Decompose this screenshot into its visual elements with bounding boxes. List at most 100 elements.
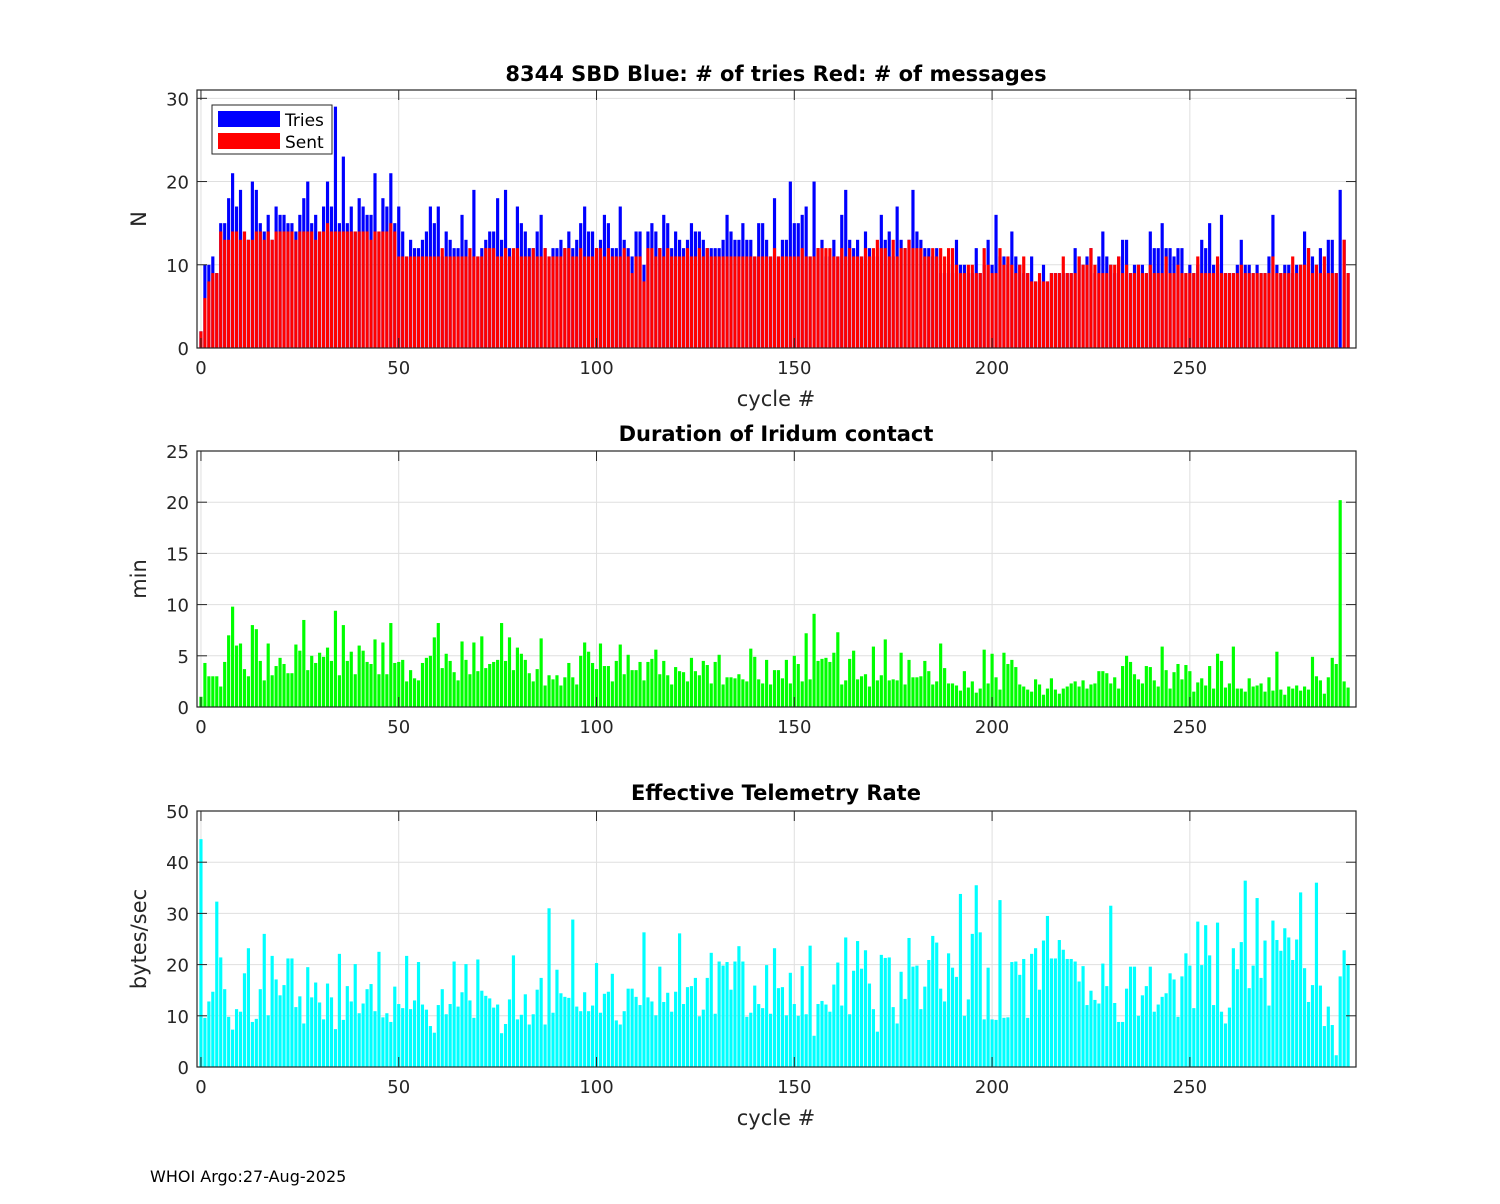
bar-duration-cycle-117 bbox=[662, 660, 666, 707]
bar-sent-cycle-40 bbox=[357, 231, 361, 348]
bar-rate-cycle-22 bbox=[286, 958, 290, 1067]
bar-sent-cycle-166 bbox=[856, 256, 860, 348]
bar-rate-cycle-142 bbox=[761, 1008, 765, 1067]
bar-rate-cycle-89 bbox=[551, 1012, 555, 1067]
bar-rate-cycle-1 bbox=[203, 1017, 207, 1067]
bar-duration-cycle-4 bbox=[215, 676, 219, 707]
bar-sent-cycle-182 bbox=[919, 248, 923, 348]
bar-sent-cycle-126 bbox=[697, 248, 701, 348]
bar-duration-cycle-70 bbox=[476, 671, 480, 707]
bar-rate-cycle-188 bbox=[943, 1001, 947, 1067]
bar-rate-cycle-203 bbox=[1002, 1017, 1006, 1067]
bar-rate-cycle-124 bbox=[689, 986, 694, 1067]
bar-rate-cycle-254 bbox=[1204, 925, 1208, 1067]
bar-sent-cycle-205 bbox=[1010, 264, 1014, 348]
bar-sent-cycle-163 bbox=[844, 256, 848, 348]
bar-sent-cycle-281 bbox=[1310, 273, 1315, 348]
bar-rate-cycle-72 bbox=[484, 995, 488, 1067]
bar-duration-cycle-16 bbox=[262, 680, 266, 707]
bar-rate-cycle-157 bbox=[820, 1000, 824, 1067]
bar-duration-cycle-182 bbox=[919, 676, 923, 707]
bar-rate-cycle-198 bbox=[982, 1019, 986, 1067]
bar-sent-cycle-72 bbox=[484, 248, 488, 348]
bar-sent-cycle-22 bbox=[286, 231, 290, 348]
bar-duration-cycle-115 bbox=[654, 649, 658, 707]
bar-sent-cycle-88 bbox=[547, 256, 551, 348]
bar-rate-cycle-3 bbox=[211, 991, 215, 1067]
bar-duration-cycle-259 bbox=[1223, 687, 1228, 707]
bar-sent-cycle-28 bbox=[310, 231, 314, 348]
bar-duration-cycle-67 bbox=[464, 659, 468, 707]
bar-duration-cycle-104 bbox=[610, 681, 614, 707]
bar-duration-cycle-270 bbox=[1267, 677, 1271, 707]
y-axis-label: N bbox=[127, 211, 151, 227]
x-tick-label: 150 bbox=[777, 358, 811, 379]
bar-duration-cycle-51 bbox=[401, 659, 405, 707]
bar-rate-cycle-154 bbox=[808, 945, 812, 1067]
bar-rate-cycle-35 bbox=[337, 953, 341, 1067]
bar-duration-cycle-42 bbox=[365, 661, 369, 707]
bar-duration-cycle-190 bbox=[950, 683, 955, 707]
bar-duration-cycle-155 bbox=[812, 613, 816, 707]
bar-duration-cycle-136 bbox=[737, 674, 741, 707]
y-tick-label: 30 bbox=[166, 904, 189, 925]
bar-rate-cycle-85 bbox=[535, 989, 539, 1067]
bar-duration-cycle-32 bbox=[325, 647, 330, 707]
bar-duration-cycle-242 bbox=[1156, 686, 1160, 707]
bar-sent-cycle-127 bbox=[701, 256, 705, 348]
bar-sent-cycle-39 bbox=[353, 231, 357, 348]
bar-sent-cycle-74 bbox=[492, 248, 496, 348]
bar-duration-cycle-145 bbox=[772, 670, 777, 707]
bar-rate-cycle-126 bbox=[697, 1016, 701, 1067]
bar-duration-cycle-128 bbox=[705, 665, 709, 707]
legend-swatch-tries bbox=[218, 111, 280, 127]
bar-rate-cycle-267 bbox=[1255, 898, 1259, 1067]
bar-rate-cycle-252 bbox=[1196, 921, 1200, 1067]
bar-duration-cycle-92 bbox=[563, 677, 567, 707]
bar-sent-cycle-78 bbox=[507, 256, 512, 348]
bar-sent-cycle-54 bbox=[412, 256, 417, 348]
bar-duration-cycle-34 bbox=[333, 610, 338, 707]
bar-duration-cycle-153 bbox=[804, 633, 808, 707]
bar-rate-cycle-238 bbox=[1140, 995, 1144, 1067]
bar-duration-cycle-218 bbox=[1061, 688, 1065, 707]
bar-sent-cycle-114 bbox=[650, 248, 654, 348]
bar-rate-cycle-104 bbox=[610, 973, 614, 1067]
bar-sent-cycle-140 bbox=[753, 256, 757, 348]
bar-rate-cycle-105 bbox=[614, 1020, 618, 1067]
bar-duration-cycle-203 bbox=[1002, 652, 1006, 707]
bar-rate-cycle-93 bbox=[567, 997, 571, 1067]
bar-sent-cycle-168 bbox=[863, 248, 868, 348]
bar-rate-cycle-120 bbox=[674, 991, 678, 1067]
y-tick-label: 10 bbox=[166, 1007, 189, 1028]
bar-duration-cycle-106 bbox=[618, 644, 622, 707]
bar-rate-cycle-273 bbox=[1279, 950, 1283, 1067]
bar-rate-cycle-41 bbox=[361, 1003, 365, 1067]
x-tick-label: 250 bbox=[1173, 717, 1207, 738]
bar-rate-cycle-246 bbox=[1172, 979, 1176, 1067]
bar-rate-cycle-111 bbox=[638, 1005, 642, 1067]
bar-sent-cycle-36 bbox=[341, 231, 345, 348]
bar-rate-cycle-240 bbox=[1148, 966, 1152, 1067]
bar-rate-cycle-179 bbox=[907, 937, 911, 1067]
bar-rate-cycle-228 bbox=[1101, 963, 1105, 1067]
bar-sent-cycle-256 bbox=[1212, 273, 1216, 348]
bar-rate-cycle-24 bbox=[294, 1007, 298, 1067]
bar-rate-cycle-257 bbox=[1215, 922, 1220, 1067]
bar-rate-cycle-237 bbox=[1136, 1015, 1141, 1067]
bar-sent-cycle-271 bbox=[1271, 256, 1275, 348]
bar-duration-cycle-49 bbox=[393, 662, 397, 707]
bar-sent-cycle-34 bbox=[333, 231, 338, 348]
bar-rate-cycle-170 bbox=[871, 1009, 875, 1067]
bar-duration-cycle-37 bbox=[345, 660, 349, 707]
bar-sent-cycle-120 bbox=[674, 256, 678, 348]
bar-rate-cycle-102 bbox=[602, 993, 607, 1067]
bar-sent-cycle-213 bbox=[1041, 281, 1046, 348]
bar-duration-cycle-200 bbox=[990, 653, 994, 707]
bar-duration-cycle-237 bbox=[1136, 679, 1141, 707]
bar-sent-cycle-55 bbox=[416, 256, 421, 348]
bar-rate-cycle-173 bbox=[883, 957, 887, 1067]
bar-sent-cycle-76 bbox=[500, 256, 504, 348]
bar-rate-cycle-62 bbox=[444, 1014, 448, 1067]
